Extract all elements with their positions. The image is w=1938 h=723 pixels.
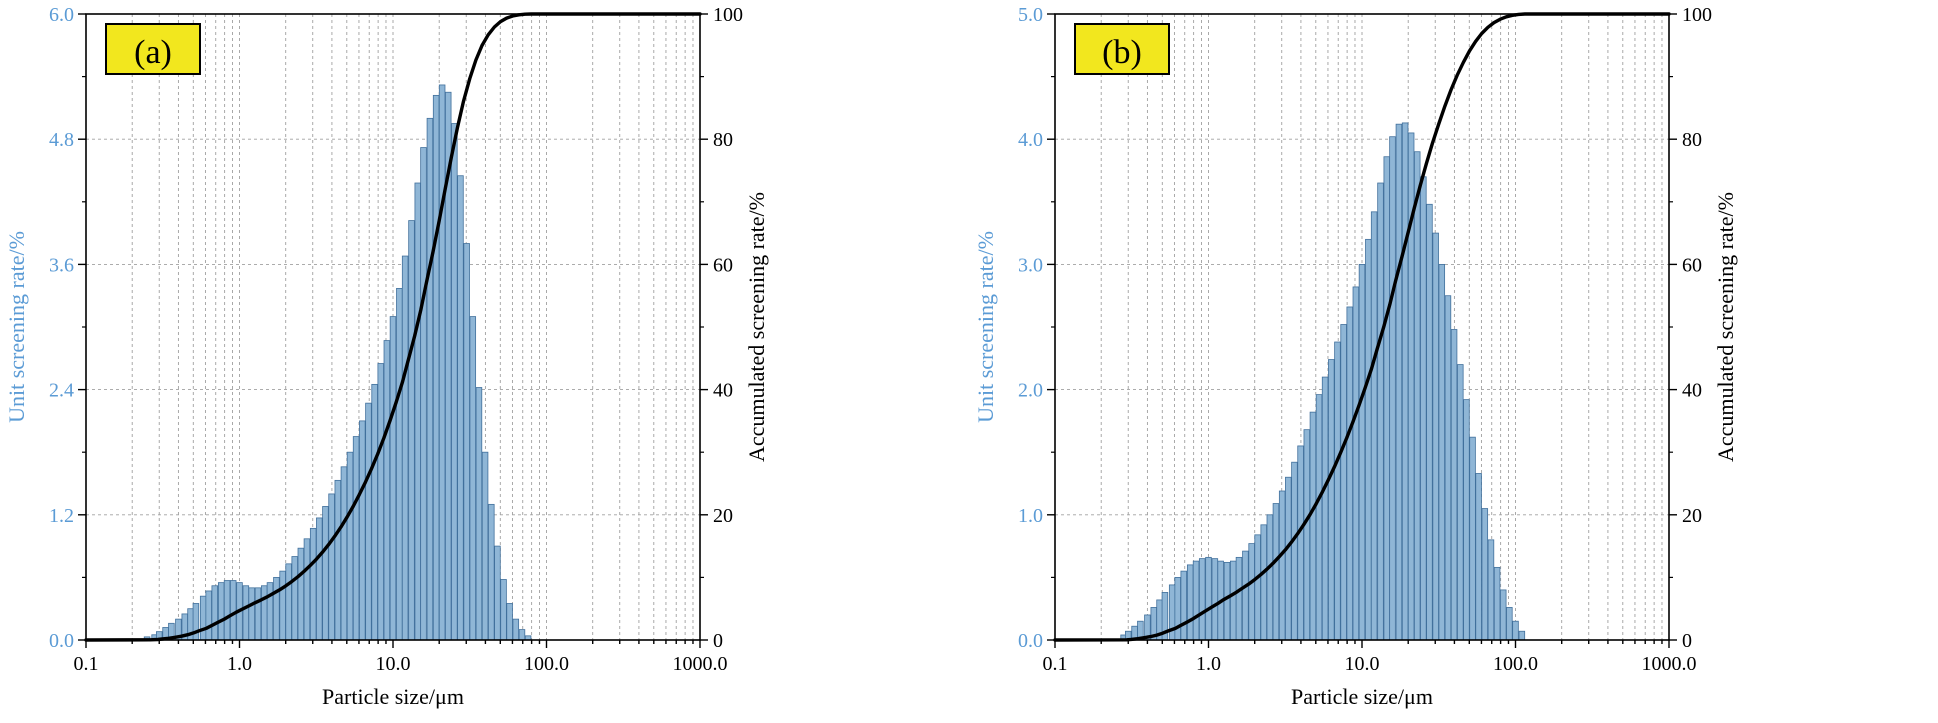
svg-text:80: 80 <box>1682 129 1702 151</box>
chart-a-canvas: 0.1 1.0 10.0 100.0 1000.0 0.0 1.2 2.4 3.6 4.8 6.0 0… <box>4 4 769 709</box>
svg-text:1.0: 1.0 <box>1196 653 1221 675</box>
svg-text:20: 20 <box>1682 505 1702 527</box>
svg-text:1.0: 1.0 <box>1018 505 1043 527</box>
svg-text:0.0: 0.0 <box>1018 630 1043 652</box>
chart-b-canvas: 0.1 1.0 10.0 100.0 1000.0 0.0 1.0 2.0 3.0 4.0 5.0 0… <box>973 4 1738 709</box>
svg-text:4.8: 4.8 <box>49 129 74 151</box>
svg-text:6.0: 6.0 <box>49 4 74 26</box>
svg-text:0: 0 <box>1682 630 1692 652</box>
svg-text:Unit screening rate/%: Unit screening rate/% <box>4 231 29 423</box>
svg-text:1000.0: 1000.0 <box>1642 653 1697 675</box>
svg-text:100.0: 100.0 <box>524 653 569 675</box>
svg-text:1.0: 1.0 <box>227 653 252 675</box>
svg-text:3.0: 3.0 <box>1018 254 1043 276</box>
svg-text:10.0: 10.0 <box>1345 653 1380 675</box>
svg-text:100: 100 <box>713 4 743 26</box>
svg-text:40: 40 <box>1682 380 1702 402</box>
svg-text:0.1: 0.1 <box>74 653 99 675</box>
svg-text:0.0: 0.0 <box>49 630 74 652</box>
svg-text:2.4: 2.4 <box>49 380 74 402</box>
svg-text:2.0: 2.0 <box>1018 380 1043 402</box>
svg-text:5.0: 5.0 <box>1018 4 1043 26</box>
svg-text:Particle size/μm: Particle size/μm <box>1291 684 1433 709</box>
svg-text:20: 20 <box>713 505 733 527</box>
svg-text:4.0: 4.0 <box>1018 129 1043 151</box>
svg-text:100.0: 100.0 <box>1493 653 1538 675</box>
svg-text:1000.0: 1000.0 <box>673 653 728 675</box>
svg-text:Accumulated screening rate/%: Accumulated screening rate/% <box>1713 192 1738 462</box>
svg-text:(b): (b) <box>1102 34 1142 71</box>
chart-panel-b: 0.1 1.0 10.0 100.0 1000.0 0.0 1.0 2.0 3.0 4.0 5.0 0… <box>969 0 1938 723</box>
svg-text:0: 0 <box>713 630 723 652</box>
svg-text:60: 60 <box>713 254 733 276</box>
svg-text:Accumulated screening rate/%: Accumulated screening rate/% <box>744 192 769 462</box>
svg-text:40: 40 <box>713 380 733 402</box>
svg-text:100: 100 <box>1682 4 1712 26</box>
svg-text:80: 80 <box>713 129 733 151</box>
svg-text:Particle size/μm: Particle size/μm <box>322 684 464 709</box>
svg-text:3.6: 3.6 <box>49 254 74 276</box>
svg-text:Unit screening rate/%: Unit screening rate/% <box>973 231 998 423</box>
svg-text:0.1: 0.1 <box>1043 653 1068 675</box>
svg-text:10.0: 10.0 <box>376 653 411 675</box>
svg-text:(a): (a) <box>134 34 172 71</box>
chart-panel-a: 0.1 1.0 10.0 100.0 1000.0 0.0 1.2 2.4 3.6 4.8 6.0 0… <box>4 4 769 709</box>
svg-text:1.2: 1.2 <box>49 505 74 527</box>
svg-text:60: 60 <box>1682 254 1702 276</box>
